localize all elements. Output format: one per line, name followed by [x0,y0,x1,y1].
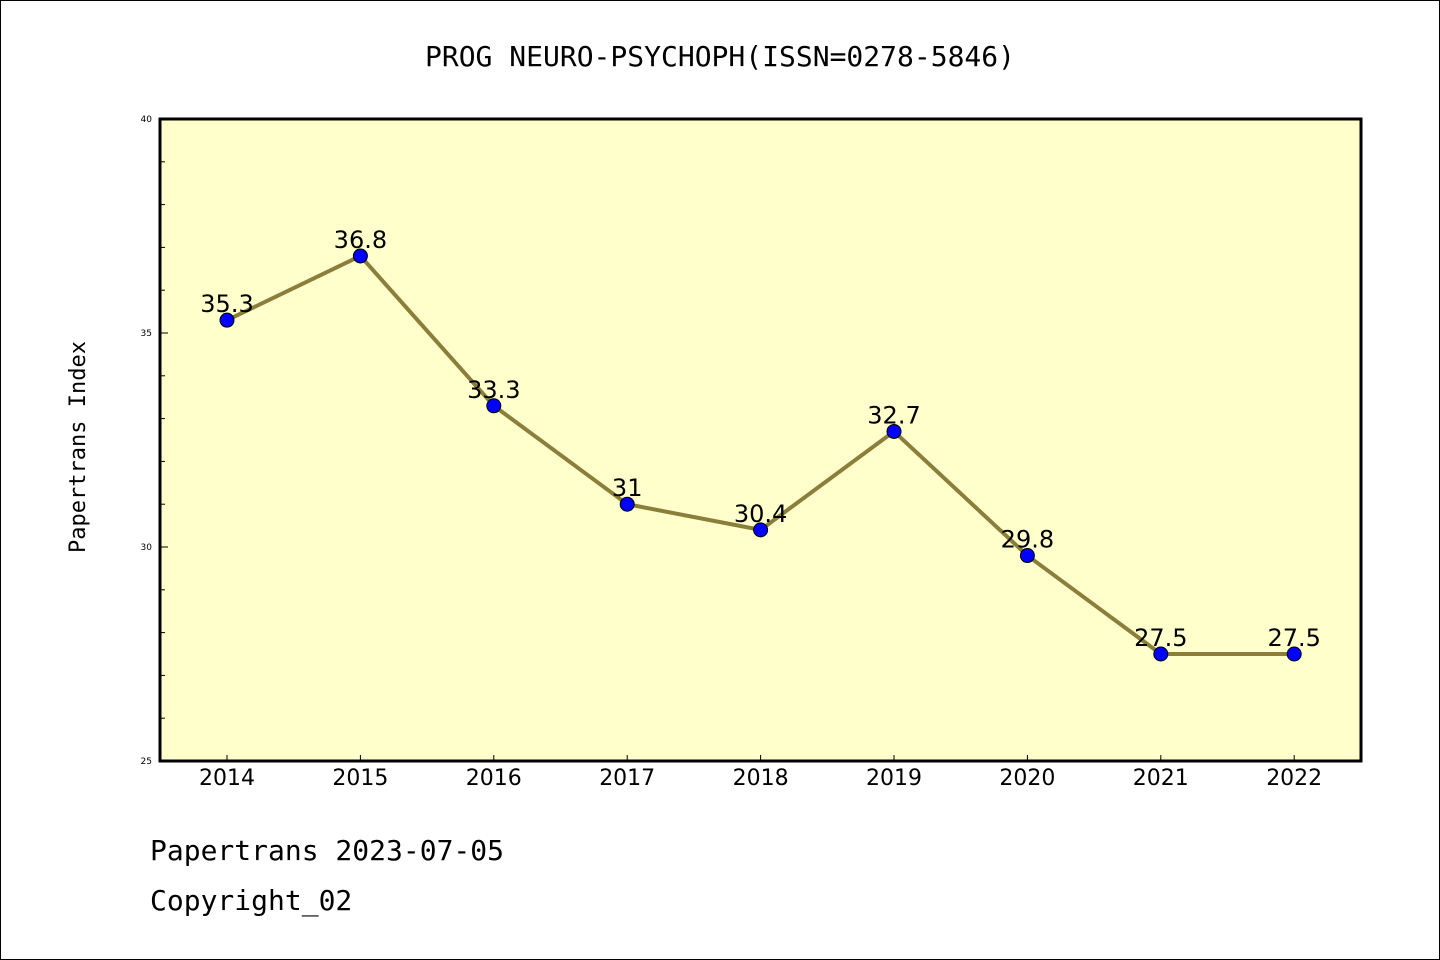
y-axis-label: Papertrans Index [66,341,91,553]
y-tick-label: 35 [141,329,152,339]
x-tick-label: 2016 [466,766,522,791]
y-tick-label: 25 [141,757,152,767]
data-label: 27.5 [1267,624,1320,652]
data-label: 36.8 [334,226,387,254]
data-label: 27.5 [1134,624,1187,652]
data-points [219,248,1302,662]
footer-copyright-text: Copyright_02 [150,884,353,917]
y-tick-label: 30 [141,543,153,553]
x-axis-ticks: 2014 2015 2016 2017 2018 2019 2020 2021 2022 [199,755,1322,791]
chart-title: PROG NEURO-PSYCHOPH(ISSN=0278-5846) [425,40,1015,73]
data-point-marker [352,248,368,264]
data-label: 30.4 [734,500,787,528]
data-label: 32.7 [867,401,920,429]
data-labels: 35.3 36.8 33.3 31 30.4 32.7 29.8 27.5 27.5 [200,226,1321,652]
data-label: 31 [612,474,643,502]
data-point-marker [486,398,502,414]
x-tick-label: 2018 [733,766,789,791]
data-label: 33.3 [467,376,520,404]
x-tick-label: 2017 [599,766,655,791]
plot-area [158,117,1363,763]
y-axis-ticks: 25 30 35 40 [141,115,168,767]
data-label: 35.3 [200,290,253,318]
x-tick-label: 2022 [1266,766,1322,791]
data-point-marker [1019,548,1035,564]
x-tick-label: 2019 [866,766,922,791]
data-point-marker [219,312,235,328]
data-point-marker [886,423,902,439]
data-label: 29.8 [1001,526,1054,554]
data-point-marker [1153,646,1169,662]
data-point-marker [753,522,769,538]
x-tick-label: 2021 [1133,766,1189,791]
x-tick-label: 2015 [332,766,388,791]
x-tick-label: 2014 [199,766,255,791]
footer-date-text: Papertrans 2023-07-05 [150,834,505,867]
data-point-marker [1286,646,1302,662]
y-tick-label: 40 [141,115,153,125]
x-tick-label: 2020 [999,766,1055,791]
data-point-marker [619,496,635,512]
